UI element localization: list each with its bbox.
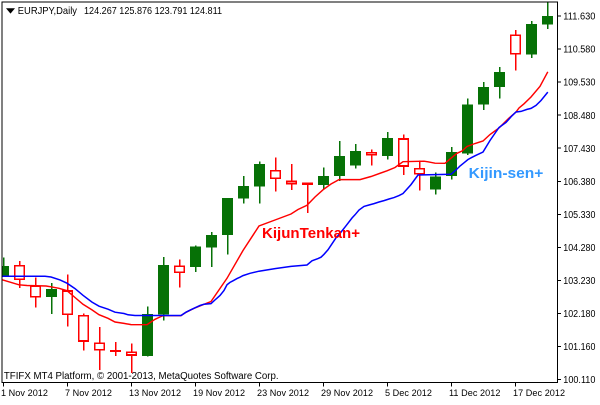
svg-text:107.430: 107.430 [563, 144, 596, 155]
svg-text:111.630: 111.630 [563, 12, 596, 23]
svg-text:104.280: 104.280 [563, 243, 596, 254]
svg-text:108.480: 108.480 [563, 111, 596, 122]
svg-text:1 Nov 2012: 1 Nov 2012 [1, 388, 48, 398]
svg-text:5 Dec 2012: 5 Dec 2012 [385, 388, 432, 398]
svg-text:KijunTenkan+: KijunTenkan+ [262, 226, 360, 242]
svg-text:101.160: 101.160 [563, 342, 596, 353]
svg-text:124.267 125.876 123.791 124.81: 124.267 125.876 123.791 124.811 [84, 6, 222, 17]
svg-text:Kijin-sen+: Kijin-sen+ [469, 166, 544, 182]
svg-text:23 Nov 2012: 23 Nov 2012 [257, 388, 309, 398]
svg-text:105.330: 105.330 [563, 210, 596, 221]
svg-text:17 Dec 2012: 17 Dec 2012 [513, 388, 565, 398]
svg-text:100.110: 100.110 [563, 375, 596, 386]
svg-text:102.180: 102.180 [563, 309, 596, 320]
svg-text:EURJPY,Daily: EURJPY,Daily [18, 6, 78, 17]
svg-text:13 Nov 2012: 13 Nov 2012 [129, 388, 181, 398]
svg-text:7 Nov 2012: 7 Nov 2012 [65, 388, 112, 398]
svg-text:110.580: 110.580 [563, 45, 596, 56]
svg-text:11 Dec 2012: 11 Dec 2012 [449, 388, 500, 398]
svg-text:109.530: 109.530 [563, 78, 596, 89]
svg-text:29 Nov 2012: 29 Nov 2012 [321, 388, 373, 398]
svg-text:106.380: 106.380 [563, 177, 596, 188]
svg-text:103.230: 103.230 [563, 276, 596, 287]
svg-text:19 Nov 2012: 19 Nov 2012 [193, 388, 245, 398]
svg-text:TFIFX MT4 Platform, © 2001-201: TFIFX MT4 Platform, © 2001-2013, MetaQuo… [4, 371, 279, 382]
